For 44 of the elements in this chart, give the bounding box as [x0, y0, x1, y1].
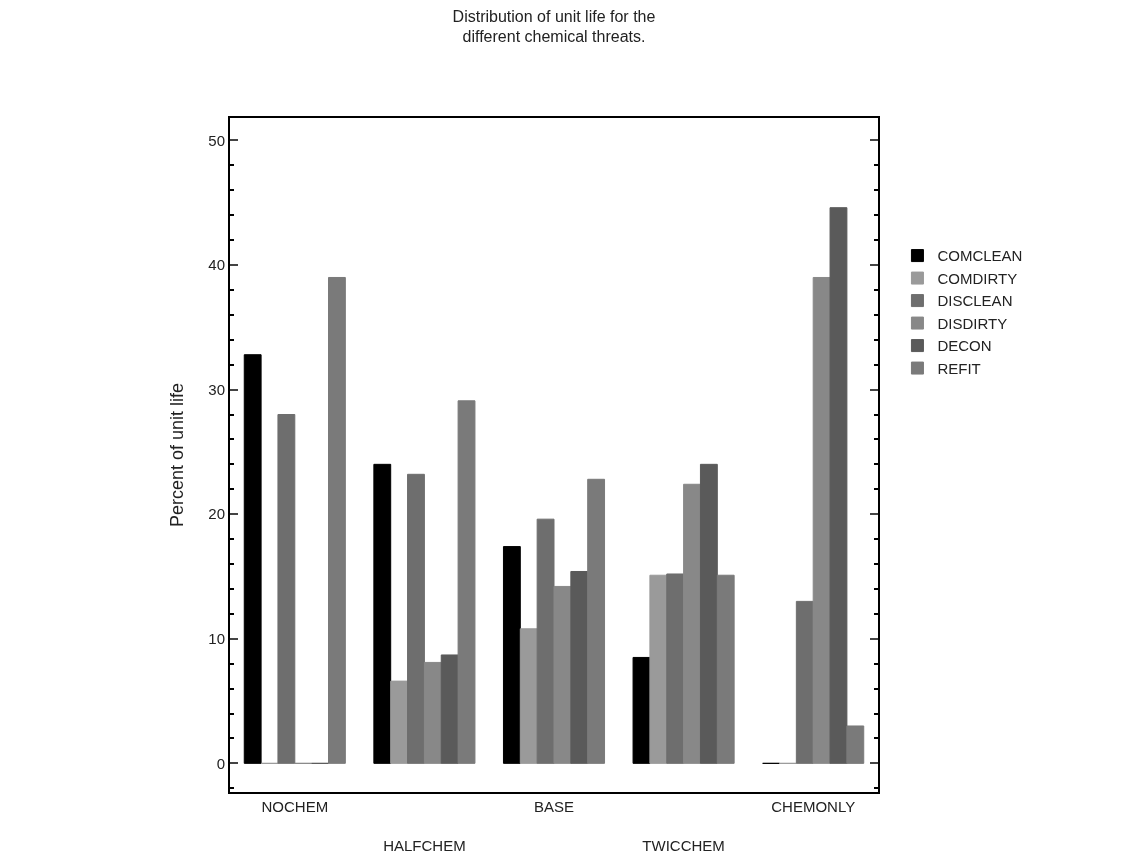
bar — [328, 276, 346, 764]
chart-title: Distribution of unit life for the different chemical threats. — [452, 7, 656, 46]
bar — [570, 570, 589, 764]
y-tick-label: 0 — [216, 754, 225, 772]
bar — [683, 483, 701, 764]
y-tick-label: 30 — [208, 380, 225, 398]
x-tick-label: TWICCHEM — [642, 837, 725, 854]
x-tick-label: HALFCHEM — [383, 837, 466, 854]
bar — [846, 725, 865, 764]
bar — [502, 546, 521, 764]
legend-label: REFIT — [937, 359, 981, 377]
bar — [536, 518, 555, 764]
bar — [243, 354, 262, 764]
bar — [457, 400, 476, 764]
y-tick-label: 20 — [208, 505, 225, 523]
y-tick-label: 40 — [208, 256, 225, 274]
y-tick-label: 50 — [208, 131, 225, 149]
x-tick-label: CHEMONLY — [771, 798, 856, 815]
bar — [632, 656, 651, 764]
bar — [407, 473, 425, 764]
bar — [666, 573, 685, 764]
bar — [277, 414, 296, 764]
x-tick-label: BASE — [533, 798, 575, 815]
legend-label: DISCLEAN — [937, 292, 1013, 310]
bar — [829, 207, 848, 764]
bar — [440, 654, 459, 764]
bar — [699, 463, 718, 764]
bar — [373, 463, 392, 764]
legend-label: COMCLEAN — [937, 247, 1023, 265]
bar — [553, 585, 572, 764]
legend-label: DISDIRTY — [937, 314, 1008, 332]
legend-label: DECON — [937, 337, 992, 355]
x-tick-label: NOCHEM — [261, 798, 329, 815]
bar — [390, 680, 409, 764]
bar — [587, 478, 606, 764]
y-axis-title: Percent of unit life — [167, 382, 188, 528]
bar — [423, 661, 442, 764]
bar — [519, 628, 538, 764]
legend-label: COMDIRTY — [937, 269, 1018, 287]
bar — [649, 574, 668, 764]
bar — [812, 276, 831, 764]
bar — [795, 600, 814, 764]
y-tick-label: 10 — [208, 630, 225, 648]
bar — [716, 574, 735, 764]
